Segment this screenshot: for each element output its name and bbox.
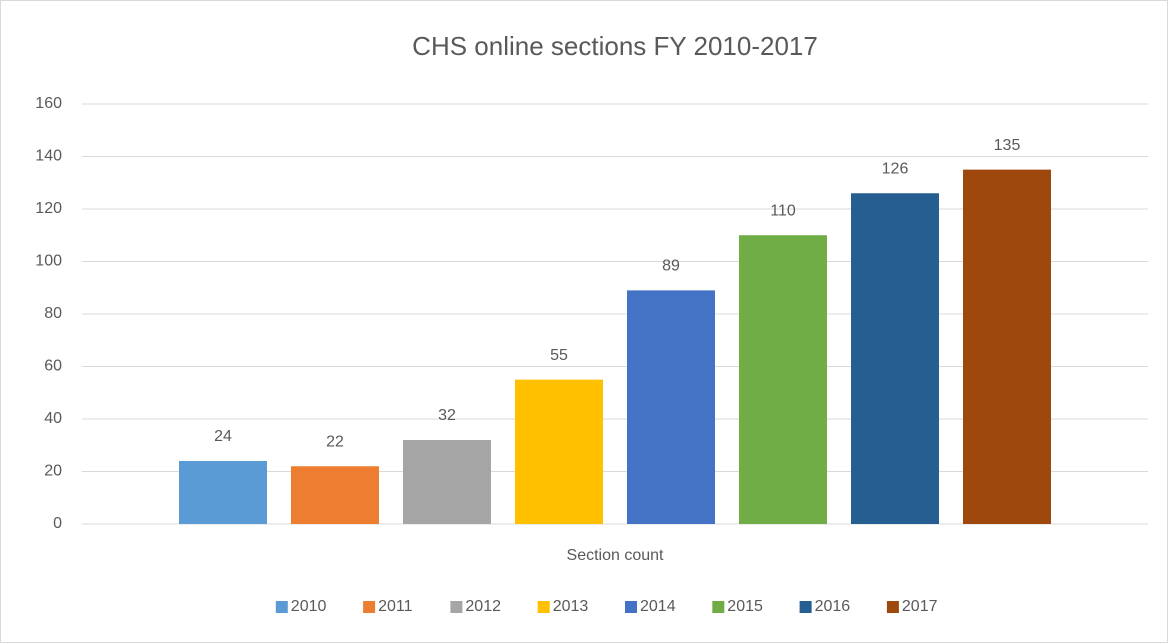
legend-swatch — [625, 601, 637, 613]
data-label: 110 — [770, 202, 796, 219]
data-label: 126 — [882, 160, 909, 177]
y-tick-label: 100 — [35, 253, 62, 270]
legend-label: 2013 — [553, 598, 589, 615]
legend-label: 2017 — [902, 598, 938, 615]
y-tick-label: 120 — [35, 200, 62, 217]
y-tick-label: 140 — [35, 148, 62, 165]
bar — [515, 379, 603, 524]
legend-swatch — [886, 601, 899, 613]
y-tick-label: 40 — [44, 410, 62, 427]
legend-label: 2015 — [727, 598, 763, 615]
data-label: 32 — [438, 407, 456, 424]
data-label: 89 — [662, 258, 680, 275]
legend-swatch — [537, 601, 550, 613]
bar — [851, 193, 939, 524]
data-label: 55 — [550, 347, 568, 364]
bar — [627, 290, 715, 524]
chart-title: CHS online sections FY 2010-2017 — [412, 31, 818, 61]
bar — [179, 461, 267, 524]
legend-swatch — [363, 601, 376, 613]
legend-swatch — [450, 601, 463, 613]
legend-swatch — [275, 601, 288, 613]
legend-swatch — [712, 601, 725, 613]
legend-label: 2012 — [465, 598, 501, 615]
y-tick-label: 0 — [53, 515, 62, 532]
legend-label: 2010 — [291, 598, 327, 615]
data-label: 24 — [214, 428, 232, 445]
data-label: 22 — [326, 433, 344, 450]
y-tick-label: 80 — [44, 305, 62, 322]
y-tick-label: 20 — [44, 463, 62, 480]
x-tick-label: Section count — [567, 547, 665, 564]
bar — [291, 466, 379, 524]
legend-label: 2014 — [640, 598, 676, 615]
legend-label: 2011 — [378, 598, 413, 615]
bar — [403, 440, 491, 524]
y-tick-label: 60 — [44, 358, 62, 375]
y-tick-label: 160 — [35, 95, 62, 112]
legend-swatch — [799, 601, 812, 613]
bar — [963, 169, 1051, 524]
legend-label: 2016 — [815, 598, 851, 615]
bar — [739, 235, 827, 524]
data-label: 135 — [994, 137, 1021, 154]
